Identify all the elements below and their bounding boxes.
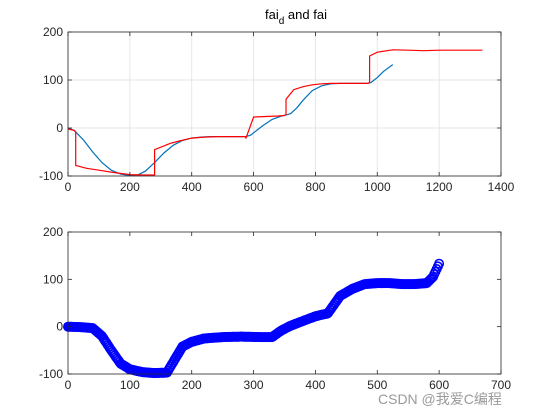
y-tick-label: 100 (43, 73, 63, 87)
x-tick-label: 700 (491, 378, 511, 392)
plot-area (68, 232, 501, 374)
y-tick-label: 0 (56, 320, 63, 334)
title-suffix: and fai (284, 7, 327, 22)
title-main: fai (265, 7, 279, 22)
top-chart: faid and fai 0 200 400 600 800 1000 1200 1400-1… (39, 7, 515, 194)
x-tick-label: 200 (120, 180, 140, 194)
x-tick-label: 1200 (426, 180, 453, 194)
y-tick-label: 100 (43, 272, 63, 286)
y-tick-label: -100 (39, 367, 63, 381)
axes-frame (67, 231, 502, 375)
axes-frame (67, 31, 502, 177)
x-tick-label: 0 (65, 378, 72, 392)
data-point (434, 258, 445, 269)
y-tick-label: -100 (39, 169, 63, 183)
plot-area (68, 32, 501, 176)
y-tick-label: 200 (43, 225, 63, 239)
x-tick-label: 400 (305, 378, 325, 392)
x-tick-label: 400 (182, 180, 202, 194)
x-tick-label: 0 (65, 180, 72, 194)
x-tick-label: 1000 (364, 180, 391, 194)
y-tick-label: 200 (43, 25, 63, 39)
x-tick-label: 600 (429, 378, 449, 392)
x-tick-label: 800 (305, 180, 325, 194)
y-tick-label: 0 (56, 121, 63, 135)
x-tick-label: 1400 (488, 180, 515, 194)
x-tick-label: 600 (244, 180, 264, 194)
title-subscript: d (279, 16, 285, 27)
x-tick-label: 300 (244, 378, 264, 392)
series-line-1 (68, 49, 483, 176)
x-tick-label: 500 (367, 378, 387, 392)
x-tick-label: 200 (182, 378, 202, 392)
x-tick-label: 100 (120, 378, 140, 392)
watermark-text: CSDN @我爱C编程 (378, 391, 502, 407)
top-chart-title: faid and fai (265, 7, 327, 27)
